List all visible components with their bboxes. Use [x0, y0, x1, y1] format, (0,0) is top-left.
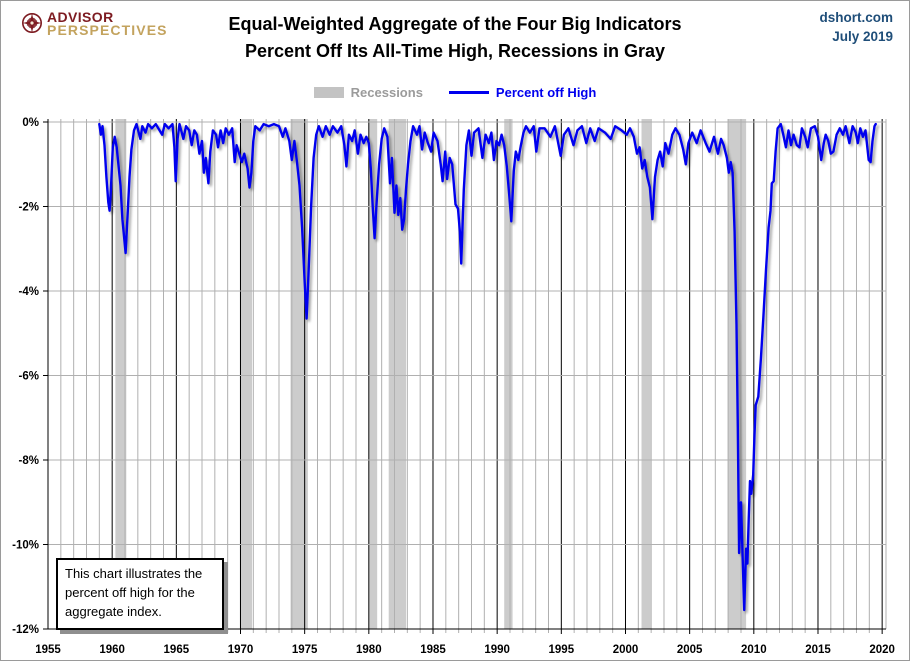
svg-text:-6%: -6%: [19, 371, 39, 383]
legend-item-percent-off-high: Percent off High: [448, 85, 597, 100]
svg-text:-8%: -8%: [19, 455, 39, 467]
svg-text:2015: 2015: [805, 644, 831, 656]
x-axis-labels: 1955 1960 1965 1970 1975 1980 1985 1990 1995 2000…: [35, 644, 895, 656]
chart-title-line2: Percent Off Its All-Time High, Recession…: [244, 41, 666, 61]
recession-swatch: [313, 87, 344, 98]
annotation-text: This chart illustrates the percent off h…: [65, 566, 203, 619]
vertical-gridlines: [60, 119, 887, 634]
svg-text:-12%: -12%: [12, 624, 39, 636]
percent-off-high-line: [98, 122, 877, 612]
svg-text:-4%: -4%: [19, 286, 39, 298]
svg-text:1965: 1965: [164, 644, 190, 656]
svg-text:-2%: -2%: [19, 202, 39, 214]
y-axis-labels: 0% -2% -4% -6% -8% -10% -12%: [12, 117, 39, 636]
svg-text:1985: 1985: [420, 644, 446, 656]
chart-legend: Recessions Percent off High: [1, 85, 909, 100]
series-line-swatch: [448, 91, 489, 94]
svg-text:-10%: -10%: [12, 540, 39, 552]
source-date: July 2019: [832, 29, 893, 44]
source-site: dshort.com: [819, 10, 893, 25]
legend-recessions-label: Recessions: [350, 85, 423, 100]
svg-text:1990: 1990: [484, 644, 510, 656]
svg-text:1995: 1995: [549, 644, 575, 656]
svg-text:1970: 1970: [228, 644, 254, 656]
chart-title: Equal-Weighted Aggregate of the Four Big…: [1, 11, 909, 65]
svg-text:2005: 2005: [677, 644, 703, 656]
svg-text:1980: 1980: [356, 644, 382, 656]
compass-rose-icon: [22, 13, 42, 33]
svg-text:0%: 0%: [22, 117, 39, 129]
svg-text:1975: 1975: [292, 644, 318, 656]
source-block: dshort.com July 2019: [819, 8, 893, 46]
svg-text:1955: 1955: [35, 644, 61, 656]
svg-text:2020: 2020: [869, 644, 895, 656]
svg-text:2000: 2000: [613, 644, 639, 656]
annotation-box: This chart illustrates the percent off h…: [56, 558, 224, 630]
advisor-perspectives-logo: ADVISOR PERSPECTIVES: [21, 10, 168, 37]
logo-perspectives-text: PERSPECTIVES: [47, 22, 168, 38]
logo-advisor-text: ADVISOR: [47, 9, 114, 25]
legend-item-recessions: Recessions: [313, 85, 423, 100]
svg-text:2010: 2010: [741, 644, 767, 656]
legend-series-label: Percent off High: [495, 85, 597, 100]
svg-text:1960: 1960: [99, 644, 125, 656]
horizontal-gridlines: [48, 121, 886, 545]
chart-title-line1: Equal-Weighted Aggregate of the Four Big…: [228, 14, 682, 34]
